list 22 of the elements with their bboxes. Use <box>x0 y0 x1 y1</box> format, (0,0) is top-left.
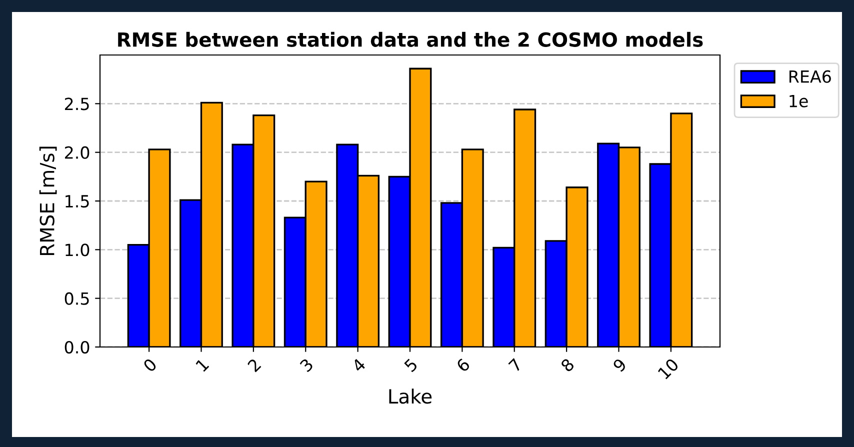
x-tick-label: 1 <box>195 358 210 372</box>
y-tick-label: 0.0 <box>64 340 90 354</box>
y-tick-label: 1.0 <box>66 244 90 256</box>
legend-label: 1e <box>790 94 808 108</box>
legend-label: REA6 <box>790 70 831 83</box>
y-tick-label: 0.5 <box>64 292 89 305</box>
chart-title: RMSE between station data and the 2 COSMO models <box>118 32 703 47</box>
x-tick-label: 3 <box>299 358 314 372</box>
x-tick-label: 4 <box>351 358 366 373</box>
x-tick-label: 0 <box>142 358 158 373</box>
x-tick-label: 5 <box>404 358 418 372</box>
x-tick-label: 10 <box>657 358 680 380</box>
y-axis-title: RMSE [m/s] <box>39 146 57 256</box>
y-tick-label: 1.5 <box>66 195 89 208</box>
x-tick-label: 2 <box>247 358 262 372</box>
y-tick-label: 2.5 <box>64 98 89 110</box>
y-tick-label: 2.0 <box>64 146 90 159</box>
x-tick-label: 9 <box>612 358 628 373</box>
x-tick-label: 7 <box>508 358 522 372</box>
x-tick-label: 8 <box>560 358 575 373</box>
x-axis-title: Lake <box>389 388 432 404</box>
x-tick-label: 6 <box>456 358 471 373</box>
